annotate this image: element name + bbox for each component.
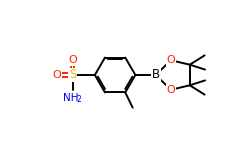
Text: B: B — [152, 69, 160, 81]
Text: O: O — [166, 85, 175, 95]
Text: O: O — [52, 70, 61, 80]
Text: O: O — [166, 55, 175, 65]
Text: S: S — [69, 69, 76, 81]
Text: 2: 2 — [77, 95, 82, 104]
Text: NH: NH — [63, 93, 78, 103]
Text: O: O — [68, 55, 77, 65]
